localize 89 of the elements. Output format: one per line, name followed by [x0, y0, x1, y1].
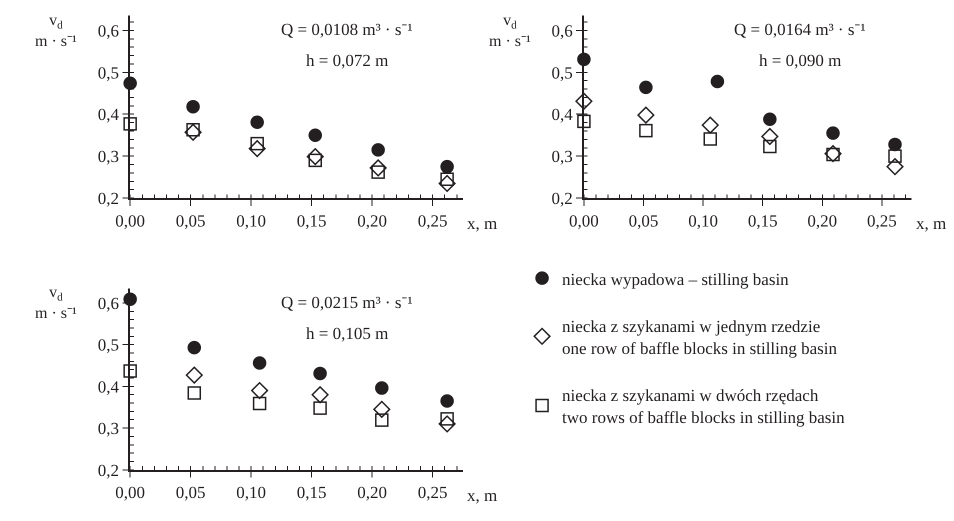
annotation: h = 0,090 m	[759, 51, 842, 70]
x-tick-label: 0,05	[176, 211, 206, 230]
point	[248, 140, 266, 158]
y-axis-title: v$_{d}$ m · s⁻¹	[489, 12, 531, 50]
point	[375, 413, 389, 427]
point	[184, 124, 202, 141]
y-tick-label: 0,4	[98, 105, 120, 124]
point	[639, 80, 653, 94]
annotation: Q = 0,0215 m³ · s⁻¹	[281, 293, 413, 312]
x-tick-label: 0,00	[569, 211, 599, 230]
point	[313, 366, 327, 380]
y-tick-label: 0,6	[98, 294, 120, 313]
point	[763, 140, 777, 154]
point	[577, 114, 591, 128]
point	[888, 149, 902, 163]
point	[575, 92, 592, 110]
y-tick-label: 0,6	[552, 21, 573, 40]
point	[306, 148, 324, 166]
point	[440, 394, 454, 408]
point	[186, 366, 203, 384]
legend-label: niecka wypadowa – stilling basin	[562, 270, 790, 289]
point	[308, 128, 322, 142]
x-tick-label: 0,15	[296, 482, 326, 502]
x-tick-label: 0,00	[115, 482, 146, 502]
point	[313, 401, 327, 415]
point	[702, 116, 719, 134]
y-axis-title: v$_{d}$ m · s⁻¹	[35, 284, 77, 322]
x-tick-label: 0,25	[418, 482, 448, 502]
point	[371, 143, 385, 157]
y-axis-title: v$_{d}$ m · s⁻¹	[35, 12, 77, 50]
annotation: Q = 0,0108 m³ · s⁻¹	[281, 20, 413, 39]
x-axis-title: x, m	[467, 214, 498, 233]
point	[886, 158, 904, 176]
point	[252, 396, 266, 410]
y-tick-label: 0,5	[98, 336, 120, 355]
legend-label: niecka z szykanami w jednym rzedzie one row of baffle blocks in stilling basin	[562, 316, 838, 358]
annotation: h = 0,072 m	[306, 51, 388, 70]
point	[188, 340, 202, 354]
x-tick-label: 0,00	[115, 211, 146, 230]
x-tick-label: 0,15	[296, 211, 326, 230]
point	[440, 160, 454, 174]
point	[312, 386, 329, 404]
x-tick-label: 0,25	[867, 211, 897, 230]
x-tick-label: 0,15	[748, 211, 778, 230]
point	[761, 128, 778, 146]
point	[637, 106, 654, 124]
y-tick-label: 0,2	[98, 189, 120, 208]
annotation: Q = 0,0164 m³ · s⁻¹	[734, 20, 866, 39]
y-tick-label: 0,3	[98, 147, 120, 166]
point	[704, 132, 717, 146]
x-tick-label: 0,10	[688, 211, 718, 230]
point	[826, 126, 840, 140]
x-tick-label: 0,20	[357, 482, 387, 502]
point	[763, 112, 777, 126]
point	[710, 74, 724, 88]
point	[188, 386, 202, 400]
x-tick-label: 0,20	[807, 211, 838, 230]
y-tick-label: 0,4	[552, 105, 574, 124]
x-tick-label: 0,10	[236, 211, 266, 230]
point	[375, 381, 389, 395]
y-tick-label: 0,5	[552, 63, 573, 82]
y-tick-label: 0,2	[552, 189, 573, 208]
point	[123, 364, 137, 378]
point	[252, 356, 266, 370]
point	[639, 124, 653, 138]
y-tick-label: 0,4	[98, 377, 120, 396]
point	[251, 382, 268, 400]
legend-label: niecka z szykanami w dwóch rzędach two rows of baffle blocks in stilling basin	[562, 386, 846, 428]
x-tick-label: 0,25	[418, 211, 448, 230]
x-tick-label: 0,05	[176, 482, 206, 502]
point	[370, 159, 387, 176]
x-tick-label: 0,20	[357, 211, 387, 230]
y-tick-label: 0,3	[552, 147, 573, 166]
point	[438, 174, 456, 192]
y-tick-label: 0,5	[98, 63, 120, 82]
y-tick-label: 0,3	[98, 419, 120, 438]
point	[123, 117, 137, 131]
y-tick-label: 0,6	[98, 21, 120, 40]
x-tick-label: 0,10	[236, 482, 266, 502]
annotation: h = 0,105 m	[306, 324, 388, 343]
point	[373, 400, 390, 418]
point	[186, 100, 200, 114]
y-tick-label: 0,2	[98, 460, 120, 480]
point	[888, 138, 902, 152]
x-axis-title: x, m	[467, 486, 498, 505]
x-tick-label: 0,05	[628, 211, 658, 230]
point	[438, 415, 456, 432]
x-axis-title: x, m	[916, 214, 946, 233]
point	[250, 115, 264, 129]
